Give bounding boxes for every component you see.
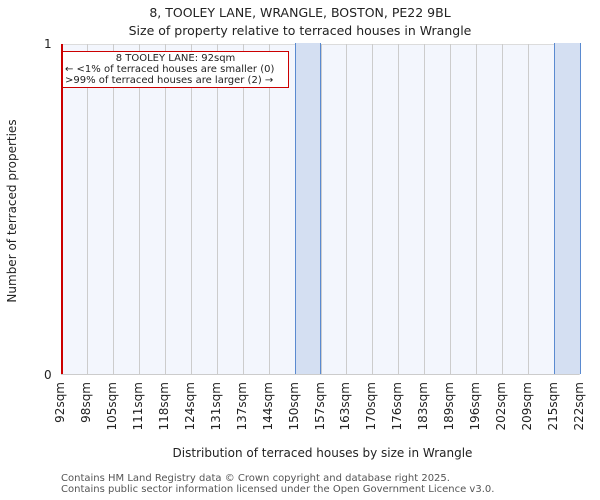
property-marker-line (61, 44, 63, 374)
x-tick-label: 124sqm (182, 382, 197, 431)
x-tick-label: 163sqm (338, 382, 353, 431)
x-axis-label: Distribution of terraced houses by size … (172, 446, 473, 460)
footer-licence: Contains public sector information licen… (61, 484, 495, 495)
x-gridline (86, 44, 88, 374)
footer-copyright: Contains HM Land Registry data © Crown c… (61, 473, 450, 484)
x-tick-label: 176sqm (390, 382, 405, 431)
x-gridline (398, 44, 400, 374)
x-gridline (424, 44, 426, 374)
x-gridline (112, 44, 114, 374)
x-tick-label: 222sqm (572, 382, 586, 431)
annotation-smaller: ← <1% of terraced houses are smaller (0) (65, 64, 275, 75)
histogram-bar (294, 43, 322, 374)
x-tick-label: 92sqm (53, 382, 67, 423)
x-tick-label: 209sqm (520, 382, 535, 431)
x-gridline (372, 44, 374, 374)
plot-area (61, 43, 581, 375)
chart-title: 8, TOOLEY LANE, WRANGLE, BOSTON, PE22 9B… (149, 5, 451, 20)
x-tick-label: 183sqm (416, 382, 431, 431)
x-tick-label: 131sqm (208, 382, 223, 431)
x-gridline (450, 44, 452, 374)
histogram-bar (554, 43, 581, 374)
x-tick-label: 170sqm (364, 382, 379, 431)
x-tick-label: 150sqm (286, 382, 301, 431)
x-tick-label: 105sqm (104, 382, 119, 431)
x-tick-label: 137sqm (234, 382, 249, 431)
x-tick-label: 111sqm (130, 382, 145, 431)
annotation-larger: >99% of terraced houses are larger (2) → (65, 75, 274, 86)
x-gridline (164, 44, 166, 374)
y-tick-0: 0 (44, 368, 52, 382)
x-gridline (528, 44, 530, 374)
x-tick-label: 157sqm (312, 382, 327, 431)
annotation-title: 8 TOOLEY LANE: 92sqm (115, 53, 236, 64)
x-tick-label: 196sqm (468, 382, 483, 431)
x-tick-label: 118sqm (156, 382, 171, 431)
property-annotation: 8 TOOLEY LANE: 92sqm ← <1% of terraced h… (62, 51, 289, 88)
x-gridline (190, 44, 192, 374)
x-gridline (502, 44, 504, 374)
x-gridline (242, 44, 244, 374)
x-tick-label: 215sqm (546, 382, 561, 431)
x-tick-label: 189sqm (442, 382, 457, 431)
x-gridline (346, 44, 348, 374)
x-gridline (138, 44, 140, 374)
y-tick-1: 1 (44, 37, 52, 51)
x-gridline (268, 44, 270, 374)
x-gridline (216, 44, 218, 374)
chart-subtitle: Size of property relative to terraced ho… (128, 23, 472, 38)
y-axis-label: Number of terraced properties (5, 119, 19, 303)
x-gridline (476, 44, 478, 374)
x-tick-label: 144sqm (260, 382, 275, 431)
x-tick-label: 202sqm (494, 382, 509, 431)
x-tick-label: 98sqm (78, 382, 93, 423)
